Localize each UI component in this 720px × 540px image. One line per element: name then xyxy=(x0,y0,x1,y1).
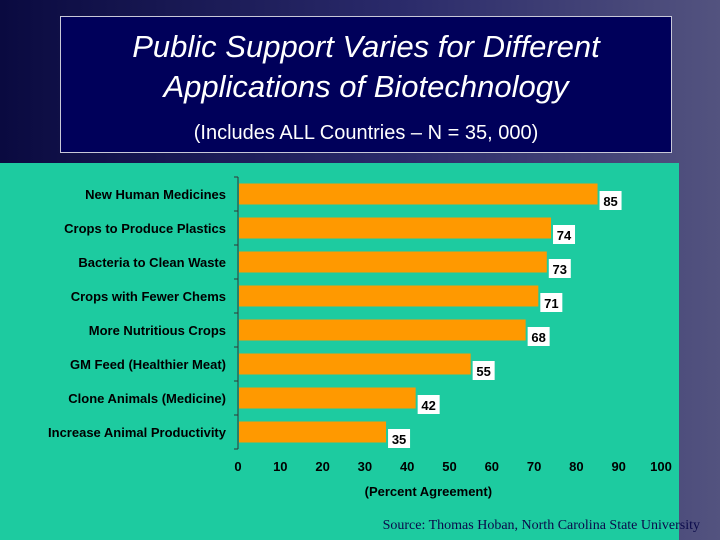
x-tick-label: 80 xyxy=(569,459,583,474)
bar-chart: New Human Medicines 85 Crops to Produce Pl… xyxy=(48,176,672,499)
bar xyxy=(239,319,526,341)
value-label-box xyxy=(472,361,495,380)
bar xyxy=(239,421,387,443)
x-axis-title: (Percent Agreement) xyxy=(365,484,492,499)
value-label: 85 xyxy=(603,194,617,209)
value-label: 55 xyxy=(476,364,490,379)
value-label: 68 xyxy=(531,330,545,345)
value-label-box xyxy=(548,259,571,278)
value-label-box xyxy=(388,429,411,448)
value-label-box xyxy=(553,225,576,244)
x-tick-label: 90 xyxy=(611,459,625,474)
category-label: Crops to Produce Plastics xyxy=(64,221,226,236)
value-label: 73 xyxy=(553,262,567,277)
chart-subtitle: (Includes ALL Countries – N = 35, 000) xyxy=(193,122,539,144)
x-tick-label: 30 xyxy=(358,459,372,474)
category-label: Bacteria to Clean Waste xyxy=(78,255,226,270)
x-tick-label: 20 xyxy=(315,459,329,474)
value-label-box xyxy=(599,191,622,210)
value-label-box xyxy=(417,395,440,414)
x-tick-label: 50 xyxy=(442,459,456,474)
category-label: New Human Medicines xyxy=(85,187,226,202)
x-tick-label: 70 xyxy=(527,459,541,474)
x-tick-label: 100 xyxy=(650,459,672,474)
x-tick-label: 40 xyxy=(400,459,414,474)
value-label: 71 xyxy=(544,296,558,311)
category-label: Clone Animals (Medicine) xyxy=(68,391,226,406)
x-tick-label: 10 xyxy=(273,459,287,474)
value-label-box xyxy=(527,327,550,346)
source-citation: Source: Thomas Hoban, North Carolina Sta… xyxy=(382,518,700,533)
value-label-box xyxy=(540,293,563,312)
x-tick-label: 0 xyxy=(234,459,241,474)
bar xyxy=(239,251,547,273)
category-label: Crops with Fewer Chems xyxy=(71,289,226,304)
value-label: 42 xyxy=(421,398,435,413)
value-label: 74 xyxy=(557,228,572,243)
chart-panel: New Human Medicines 85 Crops to Produce Pl… xyxy=(0,163,679,540)
title-box: Public Support Varies for Different Appli… xyxy=(60,16,672,153)
x-tick-label: 60 xyxy=(485,459,499,474)
bar xyxy=(239,353,471,375)
category-label: Increase Animal Productivity xyxy=(48,425,227,440)
chart-title: Public Support Varies for Different Appli… xyxy=(132,29,600,104)
value-label: 35 xyxy=(392,432,406,447)
bar xyxy=(239,387,416,409)
category-label: More Nutritious Crops xyxy=(89,323,226,338)
category-label: GM Feed (Healthier Meat) xyxy=(70,357,226,372)
bar xyxy=(239,217,552,239)
bar xyxy=(239,183,598,205)
bar xyxy=(239,285,539,307)
